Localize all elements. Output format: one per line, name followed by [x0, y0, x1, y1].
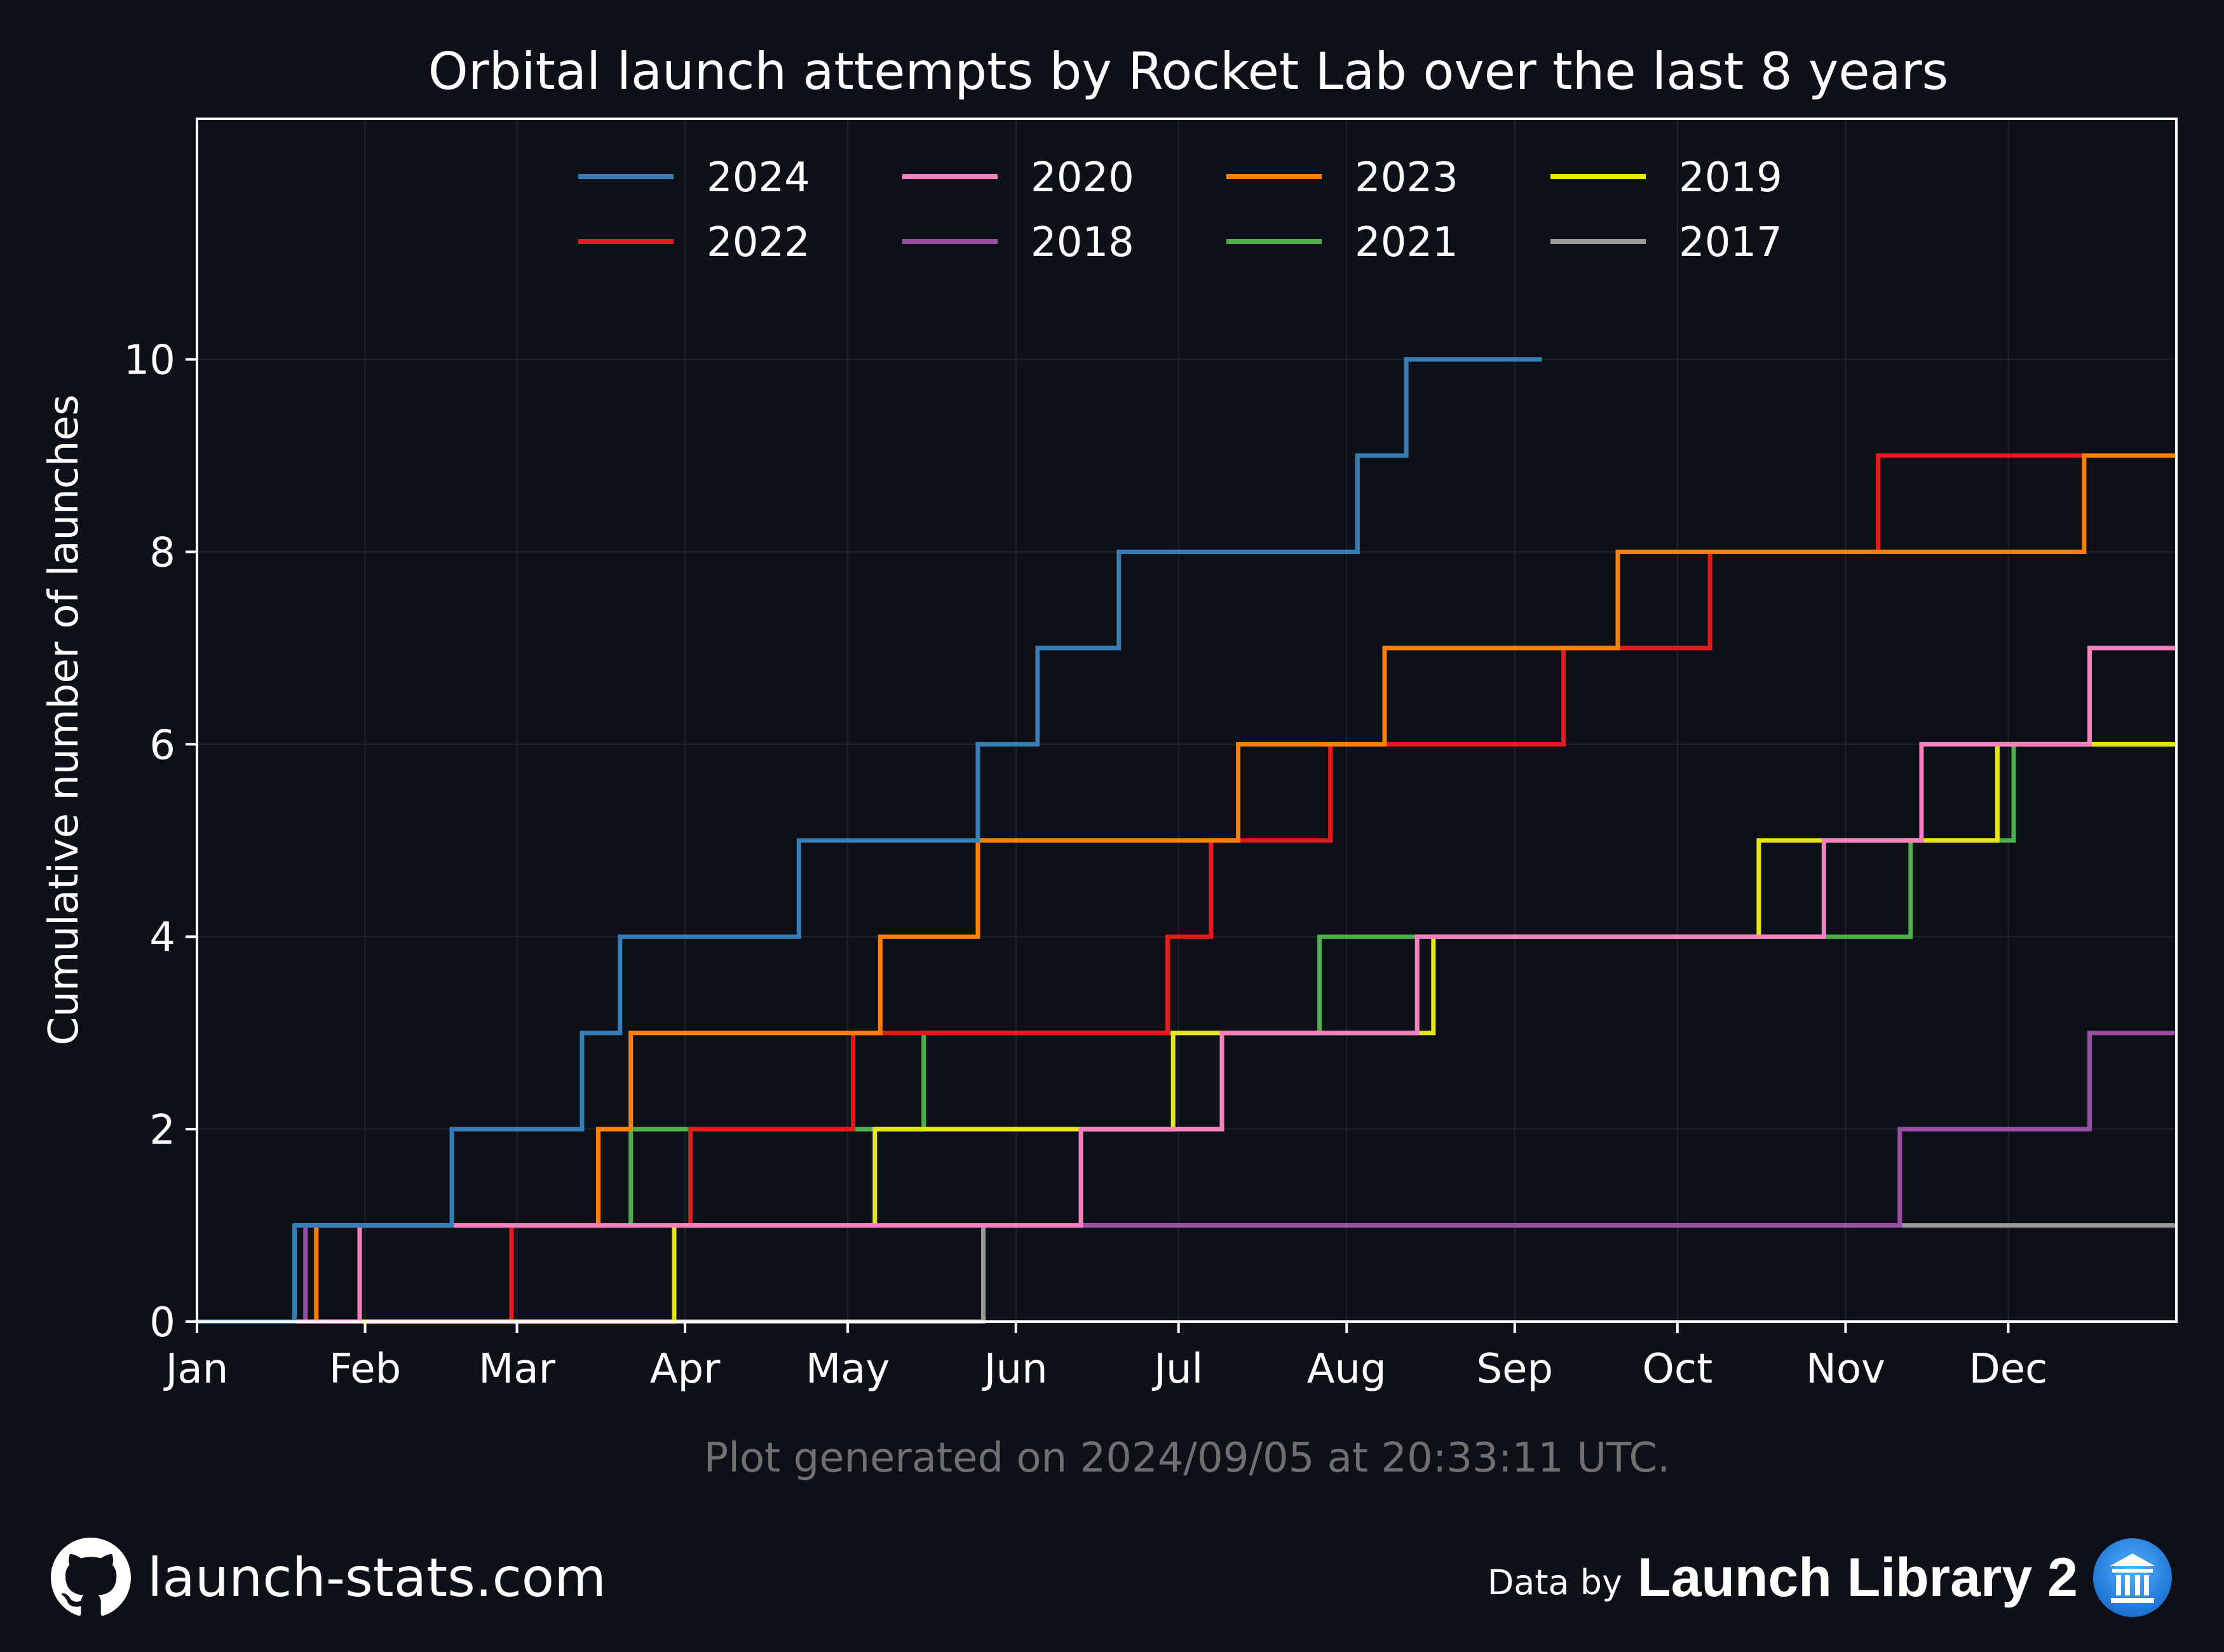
source-name: Launch Library 2 [1637, 1547, 2078, 1608]
y-tick-label: 10 [124, 337, 175, 384]
y-tick-label: 2 [149, 1107, 175, 1154]
series-line-2017 [197, 1223, 2176, 1324]
legend-label-2019: 2019 [1679, 154, 1782, 201]
legend-label-2023: 2023 [1355, 154, 1458, 201]
site-link[interactable]: launch-stats.com [147, 1547, 606, 1609]
x-tick-label: Mar [478, 1346, 555, 1393]
x-tick-label: Jun [982, 1346, 1048, 1393]
y-tick-label: 4 [149, 914, 175, 961]
y-tick-label: 0 [149, 1299, 175, 1346]
x-tick-label: Apr [650, 1346, 721, 1393]
chart-title: Orbital launch attempts by Rocket Lab ov… [428, 42, 1948, 101]
y-tick-label: 8 [149, 529, 175, 576]
x-tick-label: Aug [1307, 1346, 1387, 1393]
x-tick-label: May [806, 1346, 890, 1393]
x-tick-label: Dec [1969, 1346, 2048, 1393]
legend-label-2022: 2022 [707, 219, 810, 266]
github-icon [51, 1538, 131, 1616]
series-layer [197, 357, 2176, 1324]
x-tick-label: Jul [1151, 1346, 1203, 1393]
series-line-2019 [197, 741, 2176, 1324]
series-line-2022 [197, 453, 2176, 1324]
x-tick-label: Feb [329, 1346, 401, 1393]
y-axis-label: Cumulative number of launches [41, 395, 88, 1045]
series-line-2023 [197, 453, 2176, 1324]
footer-site[interactable]: launch-stats.com [51, 1536, 606, 1619]
series-line-2024 [197, 357, 1542, 1324]
generation-note: Plot generated on 2024/09/05 at 20:33:11… [704, 1435, 1671, 1482]
legend-label-2021: 2021 [1355, 219, 1458, 266]
series-line-2020 [197, 646, 2176, 1324]
grid-lines [197, 119, 2176, 1322]
x-tick-label: Jan [163, 1346, 229, 1393]
legend-label-2020: 2020 [1031, 154, 1134, 201]
library-icon [2093, 1538, 2172, 1617]
legend-label-2024: 2024 [707, 154, 810, 201]
x-tick-label: Oct [1643, 1346, 1713, 1393]
legend: 2024 2020 2023 2019 2022 2018 2021 2017 [578, 154, 1782, 266]
axis-ticks: Jan Feb Mar Apr May Jun Jul Aug Sep Oct Nov Dec 0 2 4 6… [124, 337, 2048, 1393]
x-tick-label: Nov [1806, 1346, 1885, 1393]
data-by-label: Data by [1487, 1562, 1623, 1602]
plot-frame [196, 118, 2178, 1323]
y-tick-label: 6 [149, 722, 175, 769]
legend-label-2018: 2018 [1031, 219, 1134, 266]
legend-label-2017: 2017 [1679, 219, 1782, 266]
footer-source: Data by Launch Library 2 [1488, 1536, 2173, 1619]
x-tick-label: Sep [1477, 1346, 1554, 1393]
series-line-2018 [197, 1031, 2176, 1324]
